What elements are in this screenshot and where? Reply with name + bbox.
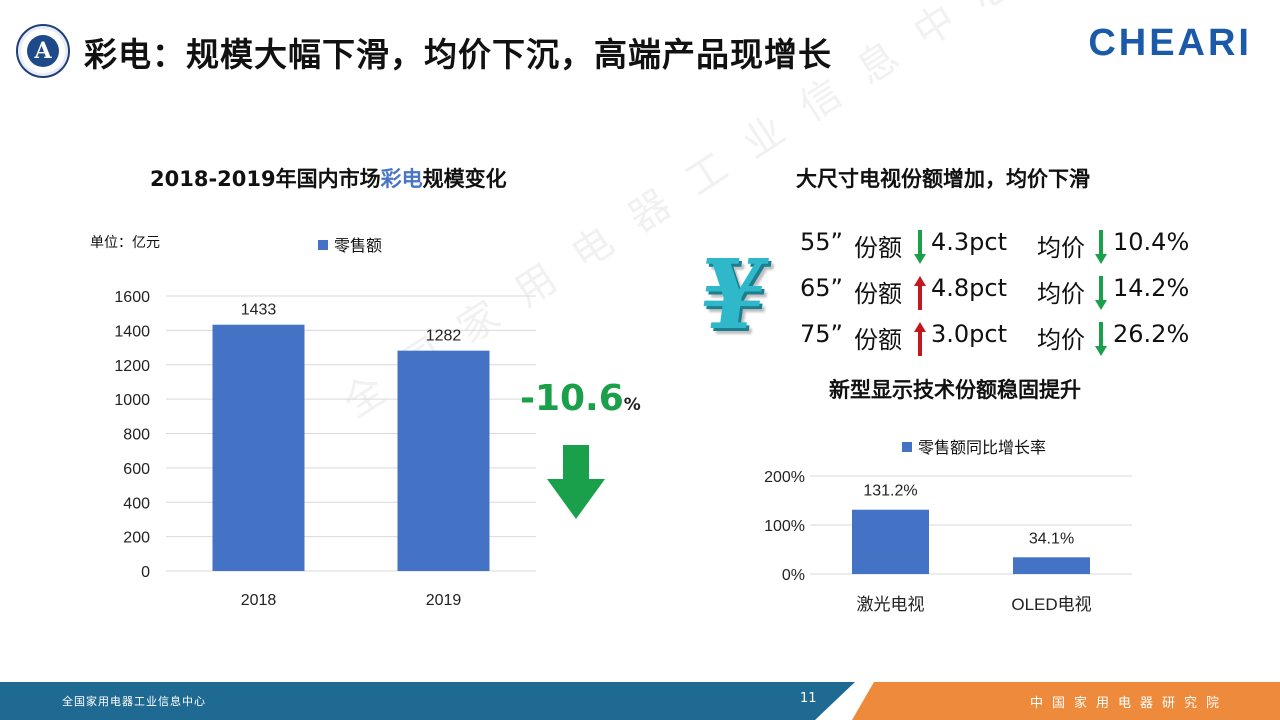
share-label: 份额 [854,280,902,308]
data-label: 34.1% [1029,530,1074,547]
y-tick-label: 1400 [114,323,150,340]
down-arrow-icon [914,230,926,270]
change-percentage: -10.6% [520,378,641,419]
footer-bar-left [0,682,855,720]
logo-letter: A [27,35,59,67]
bar-2018 [212,324,305,571]
unit-label: 单位：亿元 [90,235,160,251]
price-value: 26.2% [1113,320,1190,348]
down-arrow-icon [1095,230,1107,270]
left-title-pre: 2018-2019年国内市场 [150,167,381,191]
data-label: 131.2% [863,483,917,500]
up-arrow-icon [914,322,926,362]
x-tick-label: 2019 [426,592,462,609]
brand-logo: CHEARI [1088,22,1252,64]
share-value: 4.8pct [931,274,1008,302]
footer-institute: 中国家用电器研究院 [1030,696,1229,711]
y-tick-label: 1200 [114,358,150,375]
x-tick-label: OLED电视 [1011,595,1091,614]
share-value: 3.0pct [931,320,1008,348]
change-unit: % [623,395,641,415]
price-value: 14.2% [1113,274,1190,302]
left-title-highlight: 彩电 [380,167,423,191]
legend-swatch [318,240,328,250]
size-label: 75” [800,320,843,348]
y-tick-label: 1600 [114,289,150,306]
stat-row: 75” 份额 3.0pct 均价 26.2% [800,320,1200,360]
y-tick-label: 100% [764,518,805,535]
y-tick-label: 200% [764,469,805,486]
footer-bar-right [852,682,1280,720]
yen-icon: ¥ [692,238,775,351]
size-label: 65” [800,274,843,302]
left-legend-label: 零售额 [334,236,383,255]
share-label: 份额 [854,234,902,262]
right-panel-title: 大尺寸电视份额增加，均价下滑 [796,167,1090,191]
bar-OLED电视 [1013,557,1090,574]
right-bar-chart: 0% 100% 200% 131.2% 激光电视 34.1% OLED电视 [764,469,1132,614]
left-chart-title: 2018-2019年国内市场彩电规模变化 [150,163,507,193]
price-label: 均价 [1037,326,1085,354]
y-tick-label: 800 [123,427,150,444]
y-tick-label: 600 [123,461,150,478]
data-label: 1282 [426,328,462,345]
up-arrow-icon [914,276,926,316]
size-label: 55” [800,228,843,256]
bar-激光电视 [852,509,929,574]
share-value: 4.3pct [931,228,1008,256]
stat-row: 55” 份额 4.3pct 均价 10.4% [800,228,1200,268]
share-label: 份额 [854,326,902,354]
legend-swatch [902,442,912,452]
down-arrow-icon [1095,276,1107,316]
x-tick-label: 2018 [241,592,277,609]
change-value: -10.6 [520,378,624,419]
right-legend-label: 零售额同比增长率 [918,438,1047,457]
bar-2019 [397,350,490,571]
left-legend: 零售额 [318,232,382,256]
footer-organization: 全国家用电器工业信息中心 [62,695,206,708]
institution-logo: A [16,24,70,78]
x-tick-label: 激光电视 [857,595,925,614]
price-value: 10.4% [1113,228,1190,256]
right-chart-title: 新型显示技术份额稳固提升 [829,378,1081,402]
data-label: 1433 [241,302,277,319]
y-tick-label: 400 [123,495,150,512]
y-tick-label: 200 [123,530,150,547]
page-title: 彩电：规模大幅下滑，均价下沉，高端产品现增长 [84,35,832,74]
left-bar-chart: 0 200 400 600 800 1000 1200 1400 1600 1433 2018 128… [114,289,536,609]
decline-arrow-icon [547,445,605,519]
y-tick-label: 1000 [114,392,150,409]
price-label: 均价 [1037,234,1085,262]
price-label: 均价 [1037,280,1085,308]
down-arrow-icon [1095,322,1107,362]
y-tick-label: 0% [782,567,805,584]
left-title-post: 规模变化 [422,167,507,191]
right-legend: 零售额同比增长率 [902,434,1046,458]
y-tick-label: 0 [141,564,150,581]
page-number: 11 [800,691,817,706]
stat-row: 65” 份额 4.8pct 均价 14.2% [800,274,1200,314]
